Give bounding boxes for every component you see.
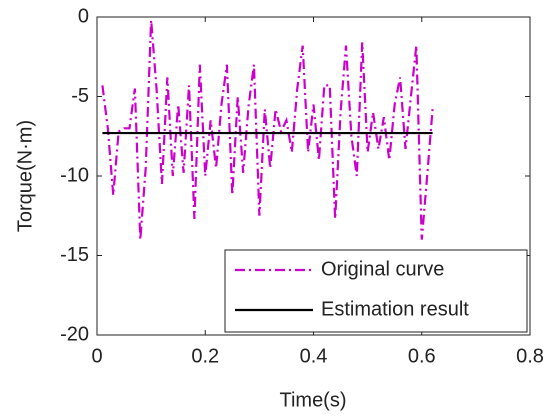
x-tick-label: 0.6 xyxy=(408,345,436,367)
legend-box xyxy=(224,249,528,333)
legend-label: Original curve xyxy=(321,258,444,280)
y-tick-label: -20 xyxy=(60,323,89,345)
y-axis-label: Torque(N·m) xyxy=(14,120,36,232)
x-tick-label: 0 xyxy=(91,345,102,367)
x-axis-label: Time(s) xyxy=(279,389,346,411)
y-tick-label: 0 xyxy=(78,5,89,27)
x-tick-label: 0.4 xyxy=(300,345,328,367)
x-tick-label: 0.8 xyxy=(516,345,544,367)
x-tick-label: 0.2 xyxy=(191,345,219,367)
legend-label: Estimation result xyxy=(321,298,469,320)
y-tick-label: -5 xyxy=(71,85,89,107)
data-line xyxy=(101,20,434,240)
y-tick-label: -15 xyxy=(60,244,89,266)
y-tick-label: -10 xyxy=(60,164,89,186)
